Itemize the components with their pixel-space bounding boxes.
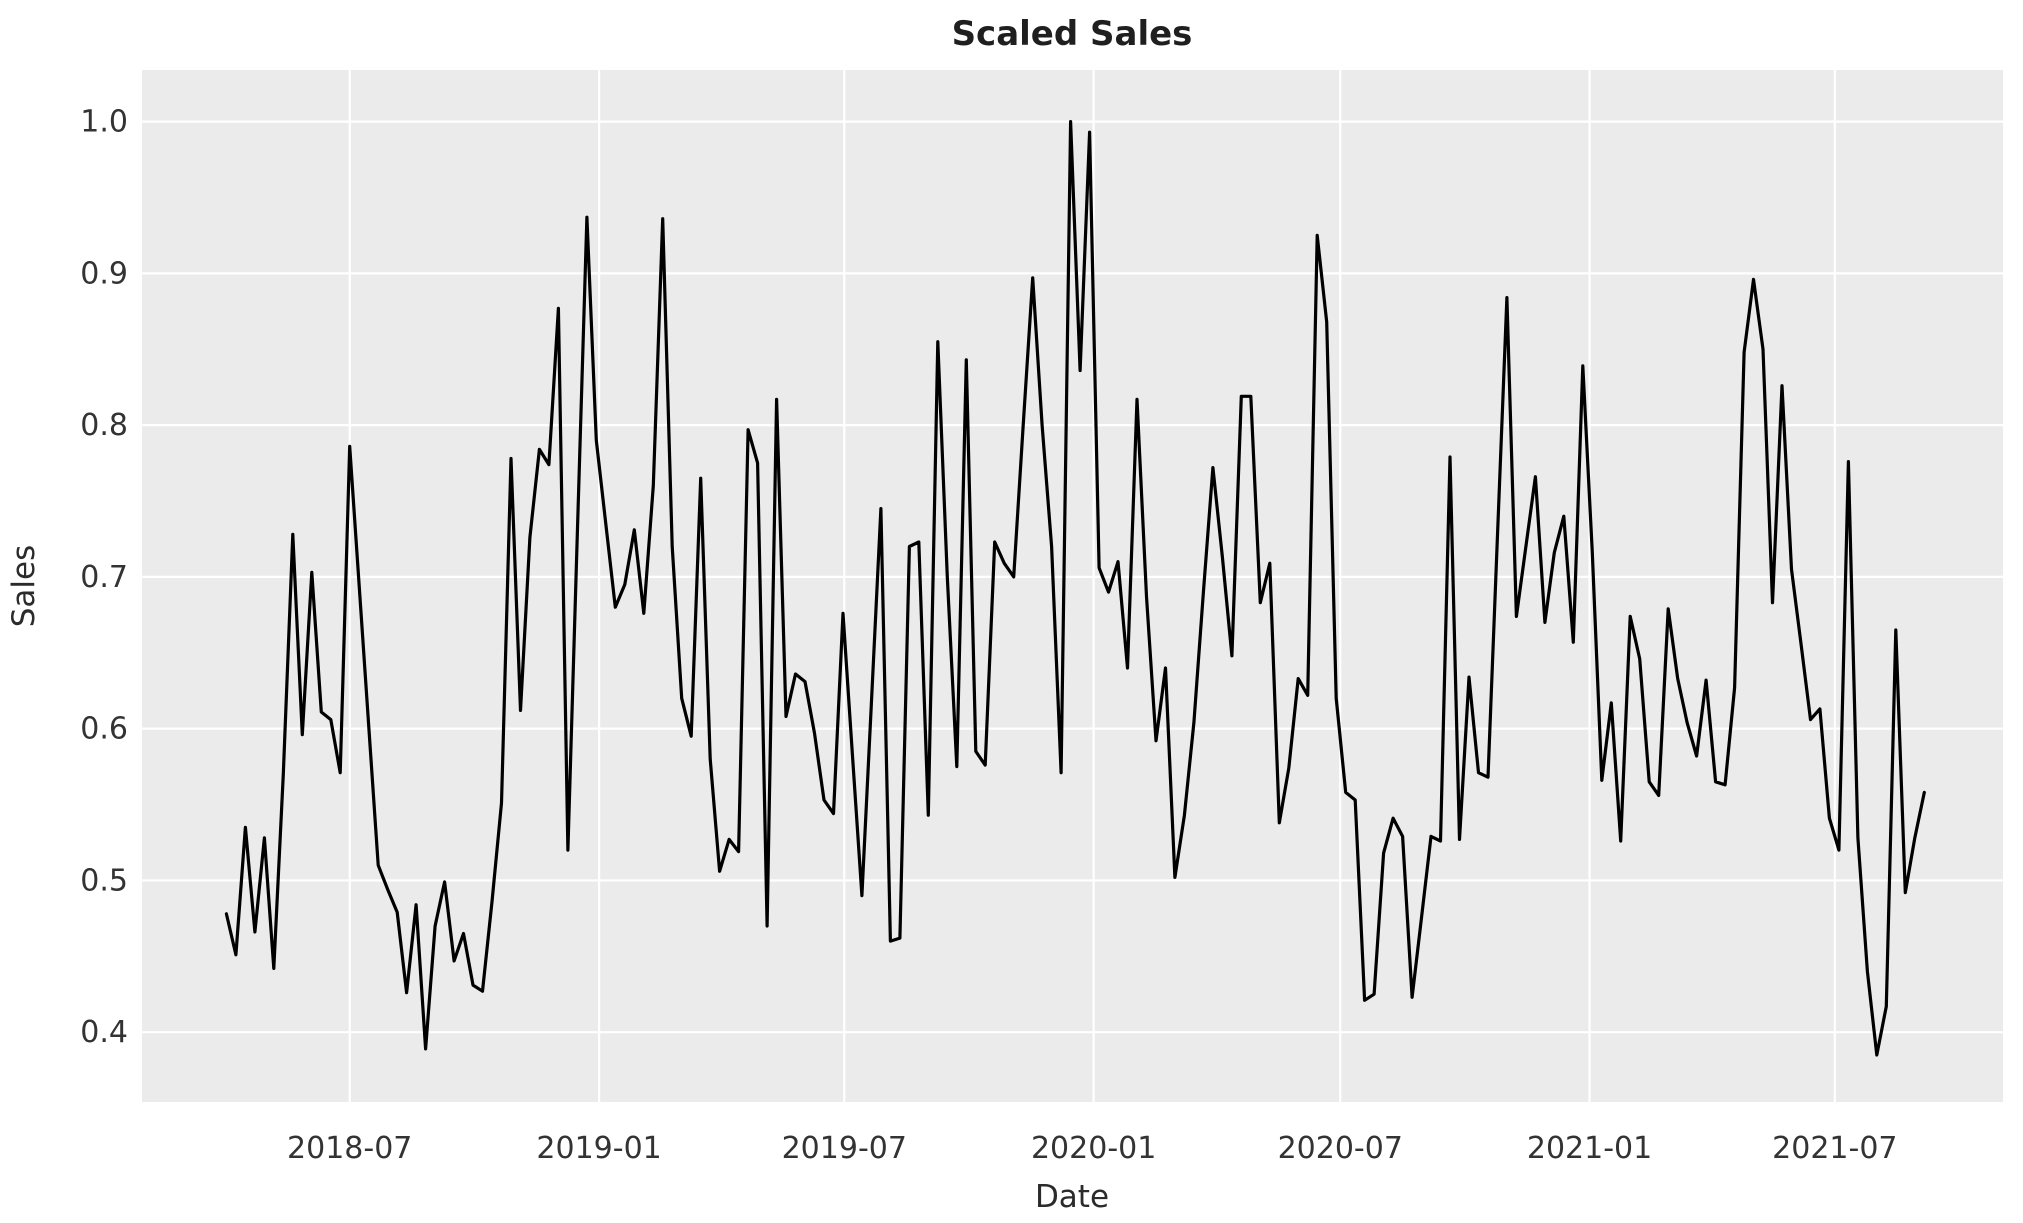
x-tick-label: 2018-07 <box>287 1131 412 1166</box>
y-tick-label: 0.8 <box>80 408 128 443</box>
x-tick-label: 2021-01 <box>1527 1131 1652 1166</box>
vertical-gridlines <box>348 70 1836 1102</box>
x-tick-labels: 2018-07 2019-01 2019-07 2020-01 2020-07 2021-… <box>287 1131 1897 1166</box>
y-tick-label: 0.5 <box>80 863 128 898</box>
y-tick-labels: 0.4 0.5 0.6 0.7 0.8 0.9 1.0 <box>80 105 128 1051</box>
chart-title: Scaled Sales <box>952 14 1193 54</box>
x-tick-label: 2020-07 <box>1278 1131 1403 1166</box>
horizontal-gridlines <box>142 120 2003 1034</box>
x-tick-label: 2020-01 <box>1031 1131 1156 1166</box>
y-tick-label: 1.0 <box>80 105 128 140</box>
y-tick-label: 0.6 <box>80 712 128 747</box>
x-tick-label: 2021-07 <box>1772 1131 1897 1166</box>
y-tick-label: 0.7 <box>80 560 128 595</box>
sales-line-series <box>224 120 1926 1057</box>
x-tick-label: 2019-07 <box>782 1131 907 1166</box>
y-tick-label: 0.9 <box>80 256 128 291</box>
x-axis-label: Date <box>1035 1179 1109 1215</box>
y-tick-label: 0.4 <box>80 1015 128 1050</box>
plot-area <box>142 70 2003 1102</box>
x-tick-label: 2019-01 <box>536 1131 661 1166</box>
y-axis-label: Sales <box>6 545 42 628</box>
